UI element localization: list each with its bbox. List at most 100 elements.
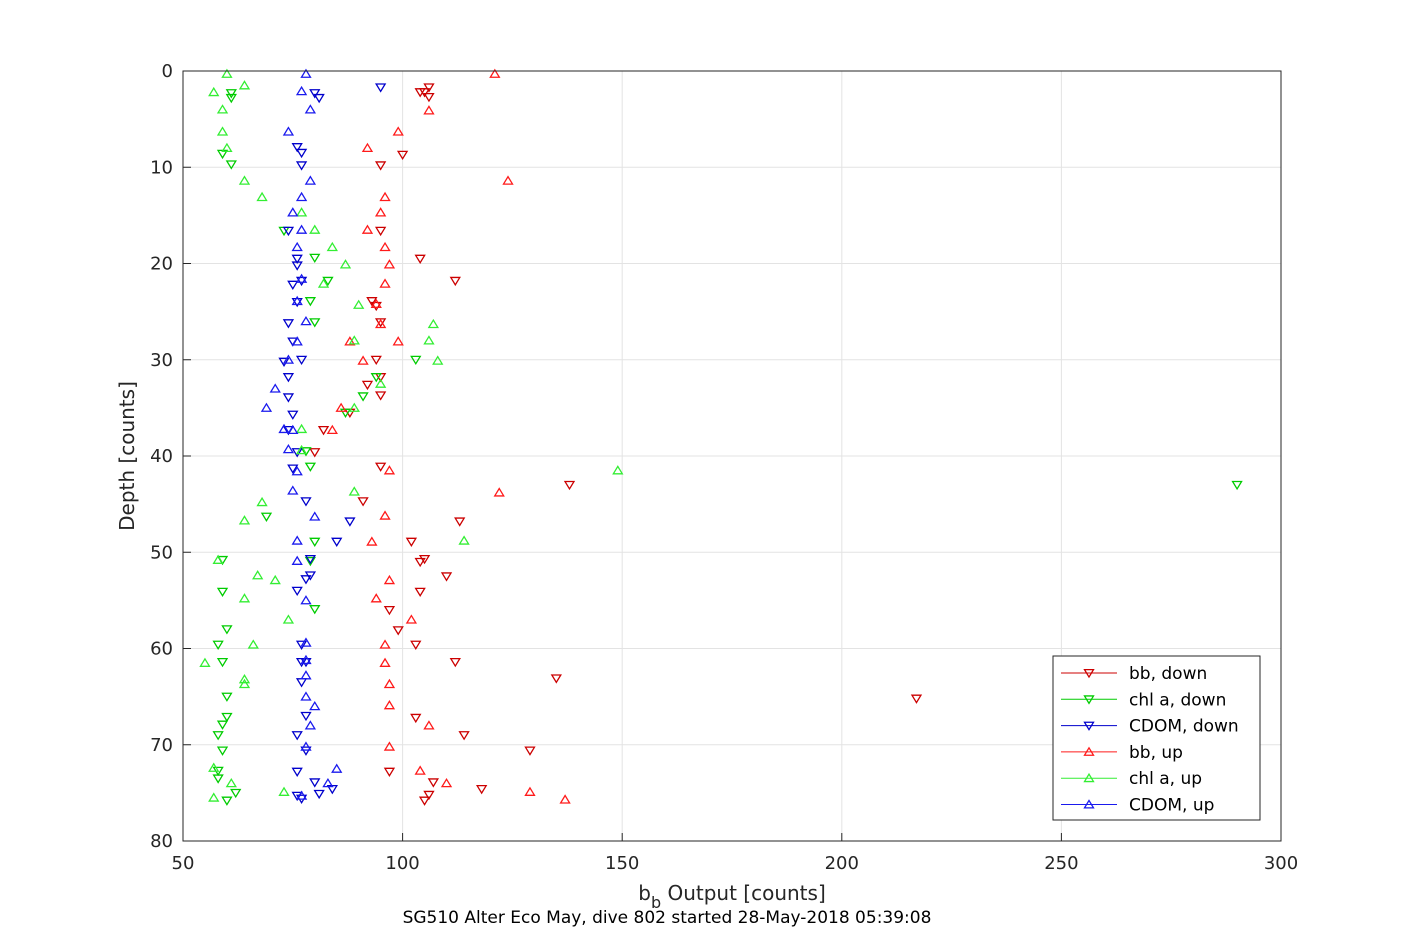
series-5 bbox=[260, 68, 343, 800]
x-axis-label: bb Output [counts] bbox=[638, 881, 826, 912]
data-point bbox=[225, 89, 237, 99]
data-point bbox=[238, 515, 251, 525]
data-point bbox=[295, 790, 308, 800]
data-point bbox=[383, 574, 396, 585]
data-point bbox=[379, 657, 391, 667]
x-axis-label-rest: Output [counts] bbox=[661, 881, 826, 905]
legend-marker bbox=[1083, 746, 1095, 756]
data-point bbox=[291, 241, 303, 252]
y-tick-label: 10 bbox=[150, 157, 173, 178]
data-point bbox=[370, 298, 382, 308]
data-point bbox=[300, 315, 312, 326]
data-point bbox=[278, 357, 290, 367]
data-point bbox=[300, 637, 312, 647]
data-point bbox=[216, 657, 229, 668]
y-tick-label: 30 bbox=[150, 350, 173, 371]
data-point bbox=[317, 425, 330, 436]
data-point bbox=[414, 765, 426, 775]
data-point bbox=[252, 570, 264, 580]
data-point bbox=[304, 462, 317, 472]
data-point bbox=[357, 355, 369, 365]
data-point bbox=[326, 424, 338, 435]
data-point bbox=[216, 720, 229, 730]
x-tick-label: 150 bbox=[605, 853, 639, 874]
data-point bbox=[339, 259, 352, 269]
data-point bbox=[427, 778, 439, 788]
data-point bbox=[322, 777, 334, 788]
data-point bbox=[383, 465, 396, 475]
data-point bbox=[216, 126, 229, 136]
data-point bbox=[238, 80, 251, 90]
data-point bbox=[309, 448, 321, 458]
plot-frame bbox=[182, 70, 1282, 842]
y-tick-label: 20 bbox=[150, 254, 173, 275]
data-point bbox=[322, 276, 334, 287]
data-point bbox=[313, 93, 325, 104]
data-point bbox=[414, 587, 426, 598]
data-point bbox=[423, 335, 435, 345]
data-point bbox=[295, 273, 308, 283]
data-point bbox=[291, 143, 303, 153]
data-point bbox=[282, 226, 295, 237]
data-point bbox=[423, 83, 435, 93]
data-point bbox=[282, 373, 295, 383]
data-point bbox=[612, 465, 624, 475]
data-point bbox=[300, 657, 312, 668]
x-tick-label: 250 bbox=[1044, 853, 1078, 874]
data-point bbox=[304, 720, 317, 730]
data-point bbox=[370, 593, 382, 603]
data-point bbox=[383, 259, 396, 269]
data-point bbox=[1231, 480, 1243, 491]
data-point bbox=[414, 557, 426, 568]
legend-marker bbox=[1083, 799, 1095, 809]
legend-entry-label: CDOM, down bbox=[1129, 717, 1239, 737]
data-point bbox=[295, 423, 308, 434]
data-point bbox=[383, 605, 396, 616]
data-point bbox=[502, 175, 514, 185]
data-point bbox=[287, 280, 299, 290]
data-point bbox=[238, 175, 251, 185]
data-point bbox=[559, 794, 571, 804]
data-point bbox=[405, 614, 418, 624]
data-point bbox=[331, 537, 343, 547]
data-point bbox=[524, 786, 536, 796]
data-point bbox=[348, 486, 360, 496]
data-point bbox=[383, 767, 396, 778]
data-point bbox=[458, 731, 470, 741]
data-point bbox=[300, 746, 312, 756]
data-point bbox=[304, 554, 317, 565]
data-point bbox=[374, 462, 387, 472]
y-axis-ticks: 0 10 20 30 40 50 60 70 80 bbox=[150, 61, 191, 852]
data-point bbox=[291, 555, 303, 565]
data-point bbox=[208, 762, 220, 772]
data-point bbox=[221, 712, 233, 723]
data-point bbox=[326, 241, 338, 252]
data-point bbox=[339, 408, 352, 418]
data-point bbox=[396, 150, 409, 161]
data-point bbox=[383, 678, 396, 689]
dive-caption: SG510 Alter Eco May, dive 802 started 28… bbox=[403, 908, 932, 928]
data-point bbox=[910, 694, 923, 704]
data-point bbox=[344, 517, 356, 527]
data-point bbox=[304, 556, 317, 567]
data-point bbox=[282, 393, 295, 403]
data-point bbox=[374, 207, 387, 217]
y-tick-label: 0 bbox=[162, 61, 173, 82]
data-point bbox=[216, 746, 229, 756]
data-point bbox=[524, 746, 536, 756]
legend-marker bbox=[1083, 772, 1095, 783]
data-point bbox=[287, 464, 299, 474]
data-point bbox=[440, 777, 453, 788]
data-point bbox=[225, 160, 237, 170]
legend-box bbox=[1052, 655, 1261, 821]
data-point bbox=[260, 512, 273, 522]
data-point bbox=[370, 355, 382, 366]
data-point bbox=[449, 657, 461, 668]
data-point bbox=[212, 640, 224, 650]
data-point bbox=[374, 391, 387, 401]
data-point bbox=[291, 297, 303, 308]
legend-entry-label: chl a, up bbox=[1129, 769, 1202, 789]
data-point bbox=[410, 355, 422, 366]
data-point bbox=[410, 640, 422, 650]
data-point bbox=[287, 207, 299, 217]
